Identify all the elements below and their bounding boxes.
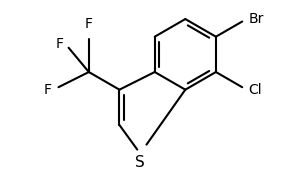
Text: Cl: Cl [248,83,262,97]
Text: Br: Br [248,12,264,26]
Text: S: S [135,155,145,170]
Text: F: F [56,37,64,51]
Text: F: F [85,17,93,31]
Text: F: F [44,83,52,97]
